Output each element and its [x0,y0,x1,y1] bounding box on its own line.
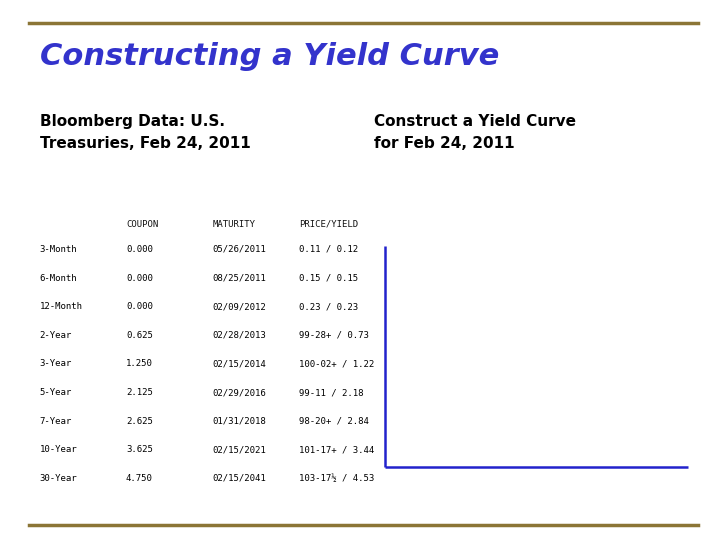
Text: 3-Month: 3-Month [40,245,77,254]
Text: 30-Year: 30-Year [40,474,77,483]
Text: 08/25/2011: 08/25/2011 [212,274,266,282]
Text: 7-Year: 7-Year [40,417,72,426]
Text: 3.625: 3.625 [126,446,153,454]
Text: 101-17+ / 3.44: 101-17+ / 3.44 [299,446,374,454]
Text: 02/29/2016: 02/29/2016 [212,388,266,397]
Text: 99-11 / 2.18: 99-11 / 2.18 [299,388,364,397]
Text: 98-20+ / 2.84: 98-20+ / 2.84 [299,417,369,426]
Text: 3-Year: 3-Year [40,360,72,368]
Text: 4.750: 4.750 [126,474,153,483]
Text: 0.000: 0.000 [126,302,153,311]
Text: 100-02+ / 1.22: 100-02+ / 1.22 [299,360,374,368]
Text: Treasuries, Feb 24, 2011: Treasuries, Feb 24, 2011 [40,136,251,151]
Text: Construct a Yield Curve: Construct a Yield Curve [374,114,577,129]
Text: 103-17½ / 4.53: 103-17½ / 4.53 [299,474,374,483]
Text: Bloomberg Data: U.S.: Bloomberg Data: U.S. [40,114,225,129]
Text: MATURITY: MATURITY [212,220,256,228]
Text: 05/26/2011: 05/26/2011 [212,245,266,254]
Text: 01/31/2018: 01/31/2018 [212,417,266,426]
Text: 1.250: 1.250 [126,360,153,368]
Text: PRICE/YIELD: PRICE/YIELD [299,220,358,228]
Text: 2-Year: 2-Year [40,331,72,340]
Text: 02/15/2041: 02/15/2041 [212,474,266,483]
Text: 12-Month: 12-Month [40,302,83,311]
Text: 0.000: 0.000 [126,274,153,282]
Text: 99-28+ / 0.73: 99-28+ / 0.73 [299,331,369,340]
Text: for Feb 24, 2011: for Feb 24, 2011 [374,136,515,151]
Text: COUPON: COUPON [126,220,158,228]
Text: 02/09/2012: 02/09/2012 [212,302,266,311]
Text: 0.625: 0.625 [126,331,153,340]
Text: 10-Year: 10-Year [40,446,77,454]
Text: 5-Year: 5-Year [40,388,72,397]
Text: Constructing a Yield Curve: Constructing a Yield Curve [40,42,499,71]
Text: 0.11 / 0.12: 0.11 / 0.12 [299,245,358,254]
Text: 02/28/2013: 02/28/2013 [212,331,266,340]
Text: 0.15 / 0.15: 0.15 / 0.15 [299,274,358,282]
Text: 6-Month: 6-Month [40,274,77,282]
Text: 2.625: 2.625 [126,417,153,426]
Text: 0.000: 0.000 [126,245,153,254]
Text: 2.125: 2.125 [126,388,153,397]
Text: 02/15/2021: 02/15/2021 [212,446,266,454]
Text: 02/15/2014: 02/15/2014 [212,360,266,368]
Text: 0.23 / 0.23: 0.23 / 0.23 [299,302,358,311]
